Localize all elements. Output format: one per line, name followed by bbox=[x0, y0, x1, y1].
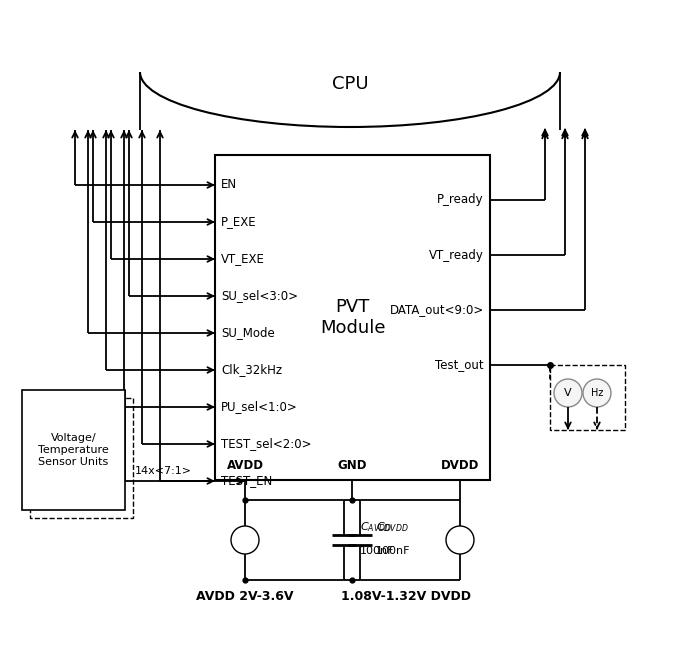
Text: AVDD 2V-3.6V: AVDD 2V-3.6V bbox=[196, 590, 294, 603]
Circle shape bbox=[583, 379, 611, 407]
Text: VT_ready: VT_ready bbox=[429, 248, 484, 262]
Text: VT_EXE: VT_EXE bbox=[221, 252, 265, 266]
Text: P_ready: P_ready bbox=[438, 193, 484, 207]
Bar bbox=[22, 390, 125, 510]
Text: Test_out: Test_out bbox=[435, 359, 484, 371]
Text: Hz: Hz bbox=[591, 388, 603, 398]
Text: P_EXE: P_EXE bbox=[221, 216, 257, 228]
Text: TEST_EN: TEST_EN bbox=[221, 475, 272, 487]
Text: 100nF: 100nF bbox=[376, 546, 410, 556]
Text: 1.08V-1.32V DVDD: 1.08V-1.32V DVDD bbox=[341, 590, 471, 603]
Text: SU_sel<3:0>: SU_sel<3:0> bbox=[221, 290, 298, 303]
Bar bbox=[550, 365, 625, 430]
Text: CPU: CPU bbox=[332, 75, 368, 93]
Text: SU_Mode: SU_Mode bbox=[221, 327, 274, 339]
Text: EN: EN bbox=[221, 179, 237, 191]
Bar bbox=[215, 155, 490, 480]
Text: $C_{AVDD}$: $C_{AVDD}$ bbox=[360, 520, 392, 534]
Text: V: V bbox=[564, 388, 572, 398]
Text: Clk_32kHz: Clk_32kHz bbox=[221, 363, 282, 376]
Text: DVDD: DVDD bbox=[441, 459, 480, 472]
Text: PU_sel<1:0>: PU_sel<1:0> bbox=[221, 400, 298, 414]
Text: $C_{DVDD}$: $C_{DVDD}$ bbox=[376, 520, 409, 534]
Text: TEST_sel<2:0>: TEST_sel<2:0> bbox=[221, 438, 312, 450]
Text: Voltage/
Temperature
Sensor Units: Voltage/ Temperature Sensor Units bbox=[38, 434, 109, 467]
Text: DATA_out<9:0>: DATA_out<9:0> bbox=[390, 303, 484, 317]
Text: 14x<7:1>: 14x<7:1> bbox=[135, 466, 192, 476]
Text: GND: GND bbox=[337, 459, 367, 472]
Circle shape bbox=[554, 379, 582, 407]
Text: AVDD: AVDD bbox=[227, 459, 263, 472]
Text: 100nF: 100nF bbox=[360, 546, 395, 556]
Bar bbox=[30, 398, 133, 518]
Text: PVT
Module: PVT Module bbox=[320, 298, 385, 337]
